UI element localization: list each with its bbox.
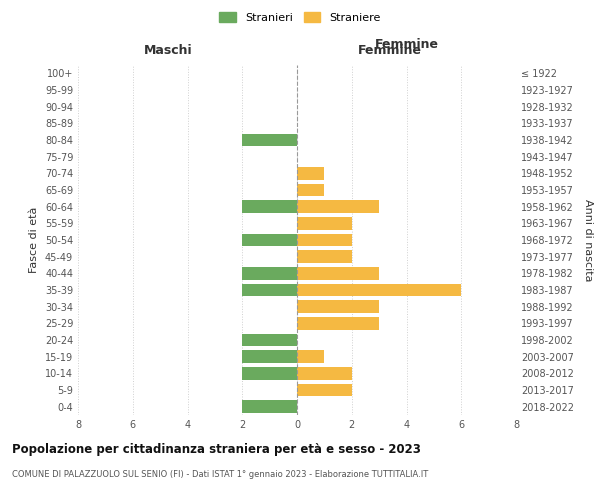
Bar — [242, 400, 297, 413]
Y-axis label: Fasce di età: Fasce di età — [29, 207, 39, 273]
Bar — [297, 284, 461, 296]
Bar — [297, 300, 379, 313]
Bar — [242, 234, 297, 246]
Bar — [242, 284, 297, 296]
Text: Femmine: Femmine — [358, 44, 422, 58]
Bar — [242, 350, 297, 363]
Bar — [242, 267, 297, 280]
Legend: Stranieri, Straniere: Stranieri, Straniere — [215, 8, 385, 28]
Bar — [242, 334, 297, 346]
Text: Maschi: Maschi — [143, 44, 193, 58]
Bar — [297, 234, 352, 246]
Text: Popolazione per cittadinanza straniera per età e sesso - 2023: Popolazione per cittadinanza straniera p… — [12, 442, 421, 456]
Text: Femmine: Femmine — [374, 38, 439, 51]
Bar — [297, 267, 379, 280]
Bar — [297, 317, 379, 330]
Bar — [242, 200, 297, 213]
Bar — [297, 217, 352, 230]
Bar — [242, 134, 297, 146]
Bar — [297, 350, 325, 363]
Bar — [297, 384, 352, 396]
Bar — [297, 367, 352, 380]
Bar — [242, 367, 297, 380]
Text: COMUNE DI PALAZZUOLO SUL SENIO (FI) - Dati ISTAT 1° gennaio 2023 - Elaborazione : COMUNE DI PALAZZUOLO SUL SENIO (FI) - Da… — [12, 470, 428, 479]
Bar — [297, 200, 379, 213]
Y-axis label: Anni di nascita: Anni di nascita — [583, 198, 593, 281]
Bar — [297, 184, 325, 196]
Bar — [297, 250, 352, 263]
Bar — [297, 167, 325, 179]
